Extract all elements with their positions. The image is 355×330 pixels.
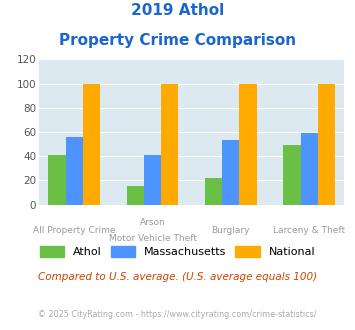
Text: Burglary: Burglary [212, 226, 250, 235]
Bar [161, 83, 179, 205]
Text: Property Crime Comparison: Property Crime Comparison [59, 33, 296, 48]
Bar [144, 155, 161, 205]
Bar [127, 186, 144, 205]
Bar [83, 83, 100, 205]
Text: © 2025 CityRating.com - https://www.cityrating.com/crime-statistics/: © 2025 CityRating.com - https://www.city… [38, 310, 317, 319]
Text: Arson: Arson [140, 218, 165, 227]
Bar [301, 133, 318, 205]
Text: Compared to U.S. average. (U.S. average equals 100): Compared to U.S. average. (U.S. average … [38, 272, 317, 282]
Bar [318, 83, 335, 205]
Bar [240, 83, 257, 205]
Bar [205, 178, 222, 205]
Bar [283, 145, 301, 205]
Bar [222, 141, 240, 205]
Text: Larceny & Theft: Larceny & Theft [273, 226, 345, 235]
Legend: Athol, Massachusetts, National: Athol, Massachusetts, National [35, 242, 320, 262]
Text: All Property Crime: All Property Crime [33, 226, 115, 235]
Bar [48, 155, 66, 205]
Text: 2019 Athol: 2019 Athol [131, 3, 224, 18]
Text: Motor Vehicle Theft: Motor Vehicle Theft [109, 234, 197, 243]
Bar [66, 137, 83, 205]
